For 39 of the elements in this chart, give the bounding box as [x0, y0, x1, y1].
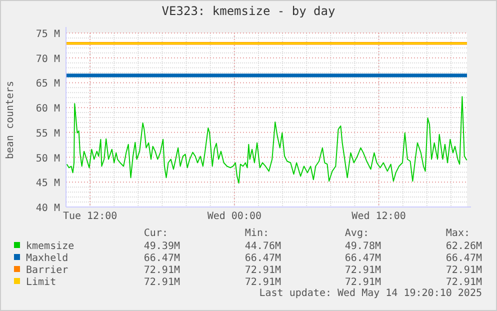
y-tick-label: 50 M: [36, 153, 60, 164]
y-tick-label: 65 M: [36, 78, 60, 90]
text: 66.47M: [344, 253, 381, 264]
text: 44.76M: [244, 241, 281, 252]
text: Min:: [244, 228, 269, 239]
y-tick-label: 75 M: [36, 29, 60, 40]
chart-title: VE323: kmemsize - by day: [162, 4, 336, 18]
text: 49.39M: [144, 241, 180, 252]
text: 66.47M: [244, 253, 281, 264]
legend-label: Maxheld: [26, 253, 68, 264]
text: Max:: [446, 228, 470, 239]
x-tick-label: Wed 12:00: [352, 211, 406, 222]
text: 49.78M: [344, 241, 381, 252]
y-tick-label: 70 M: [36, 54, 60, 65]
text: 72.91M: [344, 277, 381, 288]
text: Avg:: [344, 228, 369, 239]
x-tick-label: Tue 12:00: [62, 211, 118, 222]
legend-label: Barrier: [26, 265, 68, 276]
text: 66.47M: [446, 253, 482, 264]
y-axis-title: bean counters: [5, 80, 16, 160]
y-tick-label: 60 M: [36, 104, 60, 115]
text: 72.91M: [144, 277, 180, 288]
legend-label: kmemsize: [26, 241, 74, 252]
legend-label: Limit: [26, 277, 56, 288]
text: 62.26M: [446, 241, 482, 252]
y-tick-label: 45 M: [36, 178, 60, 190]
text: Last update: Wed May 14 19:20:10 2025: [259, 288, 482, 299]
text: Cur:: [144, 228, 168, 239]
text: 72.91M: [244, 277, 281, 288]
text: 72.91M: [144, 265, 180, 276]
y-tick-label: 55 M: [36, 128, 60, 140]
text: 72.91M: [244, 265, 281, 276]
text: 66.47M: [144, 253, 180, 264]
line-series: [66, 96, 468, 184]
text: 72.91M: [344, 265, 381, 276]
text: 72.91M: [446, 265, 482, 276]
x-tick-label: Wed 00:00: [207, 211, 262, 222]
y-tick-label: 40 M: [36, 203, 60, 214]
text: 72.91M: [446, 277, 482, 288]
